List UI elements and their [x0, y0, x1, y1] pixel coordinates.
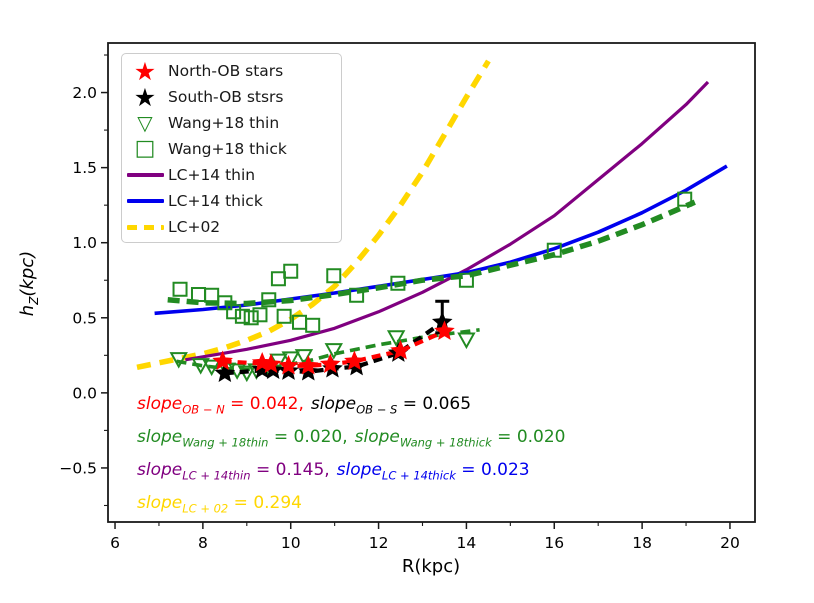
dashed-line-icon	[122, 224, 168, 230]
legend-label: North-OB stars	[168, 62, 284, 80]
svg-text:0.5: 0.5	[72, 309, 97, 327]
legend-label: Wang+18 thick	[168, 140, 287, 158]
legend-label: LC+02	[168, 218, 221, 236]
x-axis-label: R(kpc)	[401, 556, 461, 577]
legend-label: Wang+18 thin	[168, 114, 280, 132]
legend-label: South-OB stsrs	[168, 88, 284, 106]
legend-label: LC+14 thick	[168, 192, 263, 210]
legend: ★ North-OB stars ★ South-OB stsrs ▽ Wang…	[121, 53, 342, 243]
annotation-slope-ob-n: slopeOB − N = 0.042,	[137, 394, 304, 417]
svg-text:18: 18	[632, 534, 652, 552]
star-icon: ★	[133, 82, 157, 112]
annotation-slope-wang18-thin: slopeWang + 18thin = 0.020,	[137, 427, 348, 450]
legend-item-south-ob: ★ South-OB stsrs	[122, 84, 341, 110]
square-icon: □	[134, 136, 156, 161]
legend-item-lc14-thick: LC+14 thick	[122, 188, 341, 214]
legend-item-wang18-thick: □ Wang+18 thick	[122, 136, 341, 162]
svg-text:−0.5: −0.5	[59, 459, 97, 477]
svg-text:1.0: 1.0	[72, 234, 97, 252]
annotation-line-1: slopeOB − N = 0.042, slopeOB − S = 0.065	[137, 394, 478, 417]
annotation-slope-lc14-thin: slopeLC + 14thin = 0.145,	[137, 460, 330, 483]
svg-text:20: 20	[720, 534, 740, 552]
star-icon: ★	[133, 56, 157, 86]
annotation-line-2: slopeWang + 18thin = 0.020, slopeWang + 1…	[137, 427, 573, 450]
triangle-down-icon: ▽	[137, 111, 153, 135]
line-icon	[122, 173, 168, 177]
svg-text:2.0: 2.0	[72, 84, 97, 102]
svg-text:0.0: 0.0	[72, 384, 97, 402]
svg-text:12: 12	[369, 534, 389, 552]
legend-item-north-ob: ★ North-OB stars	[122, 58, 341, 84]
annotation-slope-lc02: slopeLC + 02 = 0.294	[137, 493, 302, 516]
legend-item-lc14-thin: LC+14 thin	[122, 162, 341, 188]
annotation-slope-wang18-thick: slopeWang + 18thick = 0.020	[354, 427, 566, 450]
svg-text:10: 10	[281, 534, 301, 552]
annotation-line-3: slopeLC + 14thin = 0.145, slopeLC + 14thi…	[137, 460, 537, 483]
y-axis-label: hZ(kpc)	[17, 250, 42, 316]
annotation-slope-lc14-thick: slopeLC + 14thick = 0.023	[336, 460, 530, 483]
svg-text:6: 6	[110, 534, 120, 552]
legend-item-lc02: LC+02	[122, 214, 341, 240]
svg-text:16: 16	[544, 534, 564, 552]
legend-label: LC+14 thin	[168, 166, 256, 184]
svg-text:8: 8	[198, 534, 208, 552]
annotation-line-4: slopeLC + 02 = 0.294	[137, 493, 309, 516]
legend-item-wang18-thin: ▽ Wang+18 thin	[122, 110, 341, 136]
svg-text:1.5: 1.5	[72, 159, 97, 177]
annotation-slope-ob-s: slopeOB − S = 0.065	[310, 394, 472, 417]
line-icon	[122, 199, 168, 203]
svg-text:14: 14	[457, 534, 477, 552]
